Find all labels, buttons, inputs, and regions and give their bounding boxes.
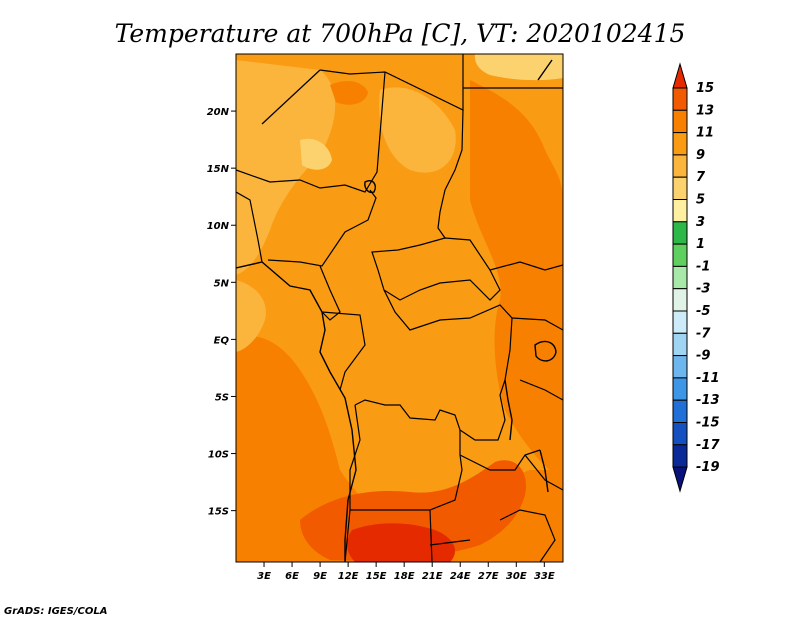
colorbar-label: -3: [696, 282, 710, 297]
colorbar-bottom-arrow: [672, 466, 688, 493]
field-pale-1: [300, 138, 332, 170]
border-gabon-congo: [321, 311, 366, 391]
field-hot-north: [330, 80, 368, 105]
y-tick-label: 10N: [207, 221, 230, 232]
colorbar-box: [672, 109, 688, 134]
border-nigeria: [267, 189, 377, 267]
colorbar-label: -7: [696, 326, 711, 341]
colorbar-box: [672, 332, 688, 357]
colorbar-label: 3: [696, 215, 705, 230]
colorbar-label: 9: [696, 148, 705, 163]
chart-title: Temperature at 700hPa [C], VT: 202010241…: [115, 19, 686, 48]
lake-victoria: [534, 340, 557, 362]
border-niger-mali: [236, 71, 386, 193]
colorbar-box: [672, 444, 688, 468]
colorbar-box: [672, 377, 688, 401]
x-tick-label: 9E: [313, 571, 327, 582]
border-tanzania: [511, 317, 563, 491]
field-warm-east: [470, 80, 563, 480]
x-tick-label: 21E: [422, 571, 443, 582]
coastlines: [236, 59, 557, 562]
border-algeria-niger: [261, 69, 321, 125]
y-tick-label: 5N: [214, 278, 230, 289]
colorbar-label: -1: [696, 259, 710, 274]
colorbar-label: 1: [696, 237, 705, 252]
colorbar-label: -17: [696, 438, 720, 453]
field-cool-west2: [236, 280, 266, 352]
y-tick-label: EQ: [214, 335, 230, 346]
field-pale-ne: [474, 54, 563, 81]
lake-malawi: [539, 449, 549, 493]
colorbar-box: [672, 243, 688, 267]
colorbar-box: [672, 199, 688, 223]
x-tick-label: 15E: [366, 571, 387, 582]
border-mozambique: [499, 509, 556, 562]
colorbar-label: -5: [696, 304, 710, 319]
colorbar-box: [672, 288, 688, 312]
border-car: [371, 237, 501, 301]
colorbar-label: -15: [696, 416, 720, 431]
x-tick-label: 6E: [285, 571, 299, 582]
colorbar-box: [672, 422, 688, 446]
colorbar-box: [672, 132, 688, 156]
colorbar-box: [672, 154, 688, 178]
colorbar-box: [672, 176, 688, 200]
credit-label: GrADS: IGES/COLA: [4, 606, 107, 617]
colorbar-label: 5: [696, 193, 705, 208]
x-axis: 3E 6E 9E 12E 15E 18E 21E 24E 27E 30E 33E: [257, 562, 555, 582]
y-tick-label: 15N: [207, 164, 230, 175]
y-tick-label: 15S: [208, 507, 229, 518]
border-drc: [354, 289, 513, 441]
field-cool-north: [379, 87, 456, 173]
country-borders: [236, 54, 563, 562]
map-frame: [235, 53, 564, 563]
red-sea-coast: [537, 59, 553, 81]
border-namibia: [344, 509, 471, 562]
field-hot-core: [347, 523, 455, 562]
map-panel: [236, 54, 563, 562]
colorbar: 15 13 11 9 7 5 3 1 -1 -3 -5 -7 -9 -11 -13 -15 -17 -19: [672, 62, 720, 493]
y-tick-label: 20N: [207, 107, 230, 118]
border-ghana: [236, 191, 263, 263]
colorbar-label: -11: [696, 371, 720, 386]
x-tick-label: 3E: [257, 571, 271, 582]
x-tick-label: 24E: [450, 571, 471, 582]
colorbar-box: [672, 355, 688, 379]
field-cool-nw: [236, 60, 336, 275]
border-zambia: [459, 449, 541, 471]
colorbar-top-arrow: [672, 62, 688, 89]
lake-chad: [364, 180, 376, 194]
colorbar-label: 7: [696, 170, 706, 185]
x-tick-label: 30E: [506, 571, 527, 582]
colorbar-label: 11: [696, 126, 714, 141]
colorbar-box: [672, 221, 688, 245]
y-tick-label: 5S: [215, 392, 229, 403]
y-axis: 20N 15N 10N 5N EQ 5S 10S 15S: [207, 107, 236, 518]
coast-gulf-of-guinea: [236, 261, 357, 562]
colorbar-box: [672, 399, 688, 424]
y-tick-label: 10S: [208, 450, 229, 461]
x-tick-label: 33E: [534, 571, 555, 582]
colorbar-box: [672, 310, 688, 334]
colorbar-label: -13: [696, 393, 720, 408]
colorbar-box: [672, 87, 688, 111]
border-chad-sudan: [437, 109, 464, 239]
border-cameroon: [319, 265, 341, 321]
x-tick-label: 27E: [478, 571, 499, 582]
colorbar-box: [672, 265, 688, 290]
x-tick-label: 12E: [338, 571, 359, 582]
lake-tanganyika: [504, 379, 513, 441]
colorbar-label: 15: [696, 81, 714, 96]
x-tick-label: 18E: [394, 571, 415, 582]
colorbar-label: -9: [696, 349, 710, 364]
border-sudan-south: [489, 261, 563, 271]
colorbar-label: 13: [696, 103, 714, 118]
colorbar-label: -19: [696, 460, 720, 475]
